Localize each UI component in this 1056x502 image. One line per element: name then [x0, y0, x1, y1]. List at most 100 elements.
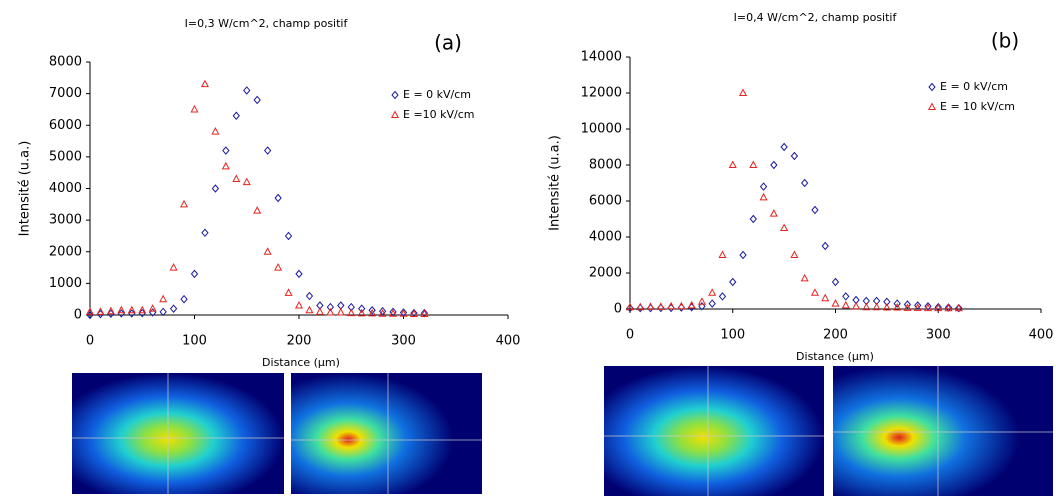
data-point — [148, 304, 157, 312]
beam-image — [833, 366, 1053, 496]
data-point — [368, 305, 376, 315]
data-point — [201, 228, 209, 238]
data-point — [378, 309, 387, 317]
data-point — [738, 88, 748, 96]
data-point — [117, 305, 126, 314]
data-point — [893, 302, 902, 311]
data-point — [821, 293, 830, 302]
data-point — [169, 263, 178, 271]
data-point — [667, 303, 675, 313]
data-point — [117, 309, 126, 318]
data-point — [211, 184, 220, 193]
y-tick-label: 0 — [74, 308, 82, 323]
data-point — [326, 302, 335, 312]
data-point — [305, 291, 314, 301]
data-point — [718, 250, 727, 258]
x-tick-label: 300 — [926, 328, 951, 343]
data-point — [955, 303, 963, 313]
data-point — [759, 182, 768, 191]
data-point — [242, 177, 251, 186]
data-point — [882, 302, 891, 311]
data-point — [127, 305, 136, 314]
data-point — [389, 307, 397, 317]
data-point — [841, 300, 850, 309]
data-point — [106, 306, 115, 315]
chart-title: I=0,4 W/cm^2, champ positif — [734, 11, 898, 24]
data-point — [831, 277, 840, 287]
y-tick-label: 6000 — [589, 194, 622, 209]
x-tick-label: 100 — [182, 334, 207, 349]
y-tick-label: 2000 — [589, 266, 622, 281]
data-point — [295, 269, 303, 279]
data-point — [759, 192, 768, 201]
y-tick-label: 8000 — [49, 55, 82, 70]
data-point — [326, 307, 335, 316]
data-point — [180, 294, 188, 304]
data-point — [729, 277, 737, 287]
data-point — [656, 302, 665, 310]
x-tick-label: 200 — [287, 334, 312, 349]
data-point — [636, 302, 645, 311]
x-tick-label: 100 — [720, 328, 745, 343]
data-point — [810, 288, 819, 296]
data-point — [708, 299, 716, 308]
data-point — [801, 178, 809, 188]
data-point — [159, 307, 167, 317]
y-tick-label: 10000 — [581, 122, 622, 137]
x-tick-label: 0 — [626, 328, 634, 343]
data-point — [274, 263, 283, 271]
y-tick-label: 3000 — [49, 213, 82, 228]
beam-image — [291, 373, 482, 494]
data-point — [842, 292, 850, 301]
data-point — [378, 306, 387, 316]
data-point — [903, 300, 912, 309]
data-point — [718, 292, 727, 301]
y-tick-label: 4000 — [49, 181, 82, 196]
data-point — [687, 300, 696, 309]
data-point — [708, 288, 717, 296]
data-point — [315, 307, 324, 315]
data-point — [934, 303, 943, 312]
data-point — [96, 307, 105, 315]
x-tick-label: 0 — [86, 334, 94, 349]
beam-images — [72, 366, 1053, 496]
x-tick-label: 300 — [391, 334, 416, 349]
data-point — [357, 308, 366, 317]
legend-marker — [928, 82, 936, 92]
data-point — [800, 273, 809, 282]
x-tick-label: 200 — [823, 328, 848, 343]
data-point — [305, 305, 314, 314]
x-tick-label: 400 — [496, 334, 521, 349]
y-tick-label: 12000 — [581, 86, 622, 101]
data-point — [770, 160, 778, 170]
y-tick-label: 0 — [614, 302, 622, 317]
data-point — [903, 303, 912, 311]
data-point — [138, 308, 146, 318]
data-point — [336, 307, 345, 316]
data-point — [232, 174, 241, 183]
y-tick-label: 4000 — [589, 230, 622, 245]
data-point — [667, 301, 676, 310]
data-point — [159, 294, 168, 303]
data-point — [749, 160, 758, 168]
data-point — [128, 309, 136, 318]
data-point — [769, 209, 778, 217]
data-point — [821, 241, 829, 251]
legend-marker — [927, 102, 937, 110]
data-point — [200, 79, 209, 88]
legend-label: E = 0 kV/cm — [403, 88, 471, 101]
data-point — [138, 305, 147, 314]
data-point — [399, 309, 408, 317]
data-point — [253, 206, 262, 214]
legend-label: E = 0 kV/cm — [940, 80, 1008, 93]
chart-title: I=0,3 W/cm^2, champ positif — [185, 17, 349, 30]
legend-marker — [391, 90, 399, 100]
data-point — [85, 307, 95, 315]
data-point — [389, 309, 398, 317]
data-point — [263, 247, 272, 255]
data-point — [284, 231, 293, 241]
data-point — [893, 299, 901, 308]
data-point — [677, 301, 686, 310]
y-tick-label: 6000 — [49, 118, 82, 133]
